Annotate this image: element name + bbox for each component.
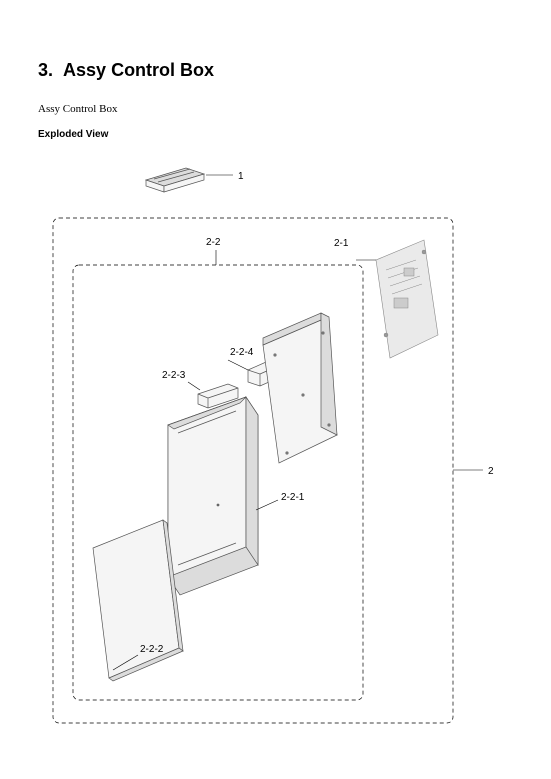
callout-2-1: 2-1 — [334, 238, 349, 249]
diagram-svg: 2 2-2 1 — [38, 150, 508, 730]
section-subtitle: Assy Control Box — [38, 103, 513, 115]
part-metal-plate — [263, 313, 337, 463]
section-number: 3. — [38, 60, 53, 80]
callout-2-2-1: 2-2-1 — [281, 492, 305, 503]
part-2-2-2-cover — [93, 520, 183, 681]
leader-2-2-1 — [256, 500, 278, 510]
section-title-text: Assy Control Box — [63, 60, 214, 80]
leader-2-2-3 — [188, 382, 200, 390]
leader-2-2-4 — [228, 360, 248, 370]
view-label: Exploded View — [38, 129, 513, 140]
callout-2-2-3: 2-2-3 — [162, 370, 186, 381]
page: 3. Assy Control Box Assy Control Box Exp… — [0, 0, 551, 779]
callout-2-2-2: 2-2-2 — [140, 644, 164, 655]
part-2-1-pcb — [376, 240, 438, 358]
callout-2-2-4: 2-2-4 — [230, 347, 254, 358]
callout-2: 2 — [488, 466, 494, 477]
exploded-view-diagram: 2 2-2 1 — [38, 150, 508, 730]
part-2-2-1-housing — [168, 397, 258, 595]
callout-1: 1 — [238, 171, 244, 182]
part-1 — [146, 168, 204, 192]
callout-2-2: 2-2 — [206, 237, 221, 248]
section-heading: 3. Assy Control Box — [38, 60, 513, 81]
